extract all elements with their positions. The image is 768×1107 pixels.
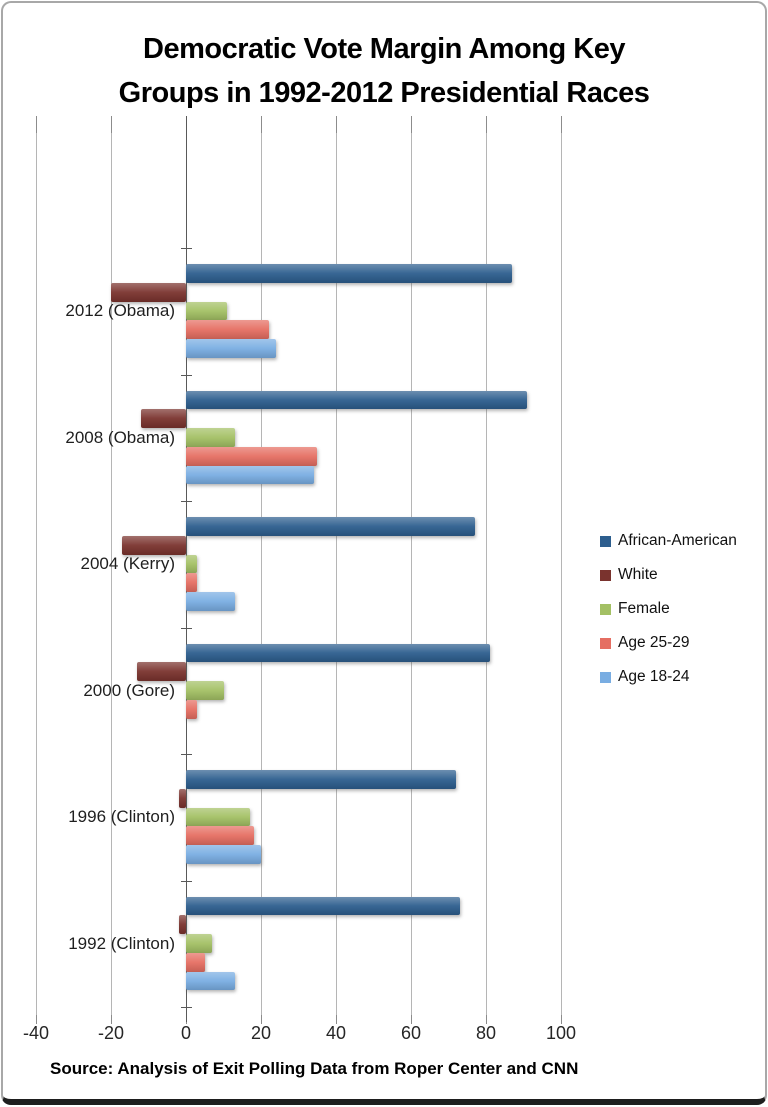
- bar-age-18-24-2008-obama: [186, 465, 314, 485]
- legend-item-white: White: [600, 558, 737, 592]
- bar-african-american-2008-obama: [186, 390, 528, 410]
- legend-label-female: Female: [618, 600, 670, 617]
- bar-african-american-2012-obama: [186, 264, 513, 283]
- bar-age-18-24-1996-clinton: [186, 845, 261, 864]
- legend-item-age-18-24: Age 18-24: [600, 660, 737, 694]
- chart-legend: African-American White Female Age 25-29 Age …: [600, 524, 737, 694]
- x-axis-tick-bottom--40: [35, 1015, 37, 1024]
- category-axis-tick: [180, 248, 192, 249]
- legend-label-age-25-29: Age 25-29: [618, 634, 690, 651]
- bar-white-2008-obama: [141, 409, 186, 429]
- category-label-2004-kerry: 2004 (Kerry): [80, 554, 175, 573]
- x-axis-label-0: 0: [180, 1023, 191, 1043]
- category-axis-tick: [180, 374, 192, 376]
- chart-title: Democratic Vote Margin Among Key Groups …: [3, 27, 765, 115]
- x-axis-tick-bottom-20: [260, 1015, 262, 1024]
- x-axis-label-40: 40: [325, 1023, 347, 1043]
- x-axis-tick-top--40: [35, 116, 37, 133]
- legend-swatch-age-25-29: [600, 637, 611, 649]
- bar-female-2008-obama: [186, 428, 235, 447]
- gridline-20: [260, 125, 262, 1015]
- x-axis-tick-bottom-60: [410, 1015, 412, 1024]
- x-axis-tick-bottom-80: [485, 1015, 487, 1024]
- x-axis-label-60: 60: [400, 1023, 422, 1043]
- x-axis-tick-bottom-100: [560, 1015, 562, 1024]
- x-axis-tick-bottom-40: [335, 1015, 337, 1024]
- category-label-1996-clinton: 1996 (Clinton): [68, 807, 175, 826]
- plot-area: [35, 116, 562, 1024]
- legend-swatch-female: [600, 603, 611, 615]
- bar-female-1992-clinton: [186, 934, 213, 953]
- x-axis-label-20: 20: [250, 1023, 272, 1043]
- x-axis-label-80: 80: [475, 1023, 497, 1043]
- bar-age-25-29-1992-clinton: [186, 952, 205, 972]
- category-label-2000-gore: 2000 (Gore): [83, 680, 175, 700]
- bar-female-2000-gore: [186, 681, 224, 700]
- bar-african-american-2004-kerry: [186, 517, 475, 536]
- bar-age-25-29-2000-gore: [186, 699, 198, 719]
- legend-item-african-american: African-American: [600, 524, 737, 558]
- category-label-2008-obama: 2008 (Obama): [65, 427, 175, 447]
- category-axis-tick: [180, 1007, 192, 1008]
- legend-item-age-25-29: Age 25-29: [600, 626, 737, 660]
- category-label-1992-clinton: 1992 (Clinton): [68, 933, 175, 953]
- bar-white-2012-obama: [111, 282, 186, 302]
- legend-swatch-african-american: [600, 535, 611, 547]
- x-axis-tick-top-20: [260, 116, 262, 133]
- x-axis-label--40: -40: [22, 1023, 49, 1043]
- bar-african-american-1992-clinton: [186, 896, 460, 916]
- gridline-40: [335, 125, 337, 1015]
- legend-item-female: Female: [600, 592, 737, 626]
- category-axis-tick: [180, 627, 192, 629]
- bar-female-2004-kerry: [186, 554, 198, 574]
- x-axis-tick-top--20: [110, 116, 112, 133]
- category-axis-tick: [180, 880, 192, 882]
- category-axis-tick: [180, 501, 192, 502]
- bar-age-25-29-2012-obama: [186, 320, 269, 340]
- x-axis-tick-bottom--20: [110, 1015, 112, 1024]
- x-axis-tick-top-80: [485, 116, 487, 133]
- gridline-60: [410, 125, 412, 1015]
- bar-age-25-29-2008-obama: [186, 446, 318, 466]
- bar-female-2012-obama: [186, 301, 228, 321]
- gridline-80: [485, 125, 487, 1015]
- bar-african-american-2000-gore: [186, 643, 490, 663]
- bar-white-1992-clinton: [178, 915, 186, 935]
- bar-white-2004-kerry: [122, 535, 186, 555]
- bar-age-25-29-2004-kerry: [186, 573, 198, 593]
- category-label-2012-obama: 2012 (Obama): [65, 301, 175, 320]
- x-axis-tick-top-40: [335, 116, 337, 133]
- gridline-100: [560, 125, 562, 1015]
- x-axis-tick-top-100: [560, 116, 562, 133]
- chart-title-line1: Democratic Vote Margin Among Key: [143, 33, 625, 65]
- gridline--40: [35, 125, 37, 1015]
- bar-female-1996-clinton: [186, 807, 250, 827]
- bar-age-18-24-2004-kerry: [186, 592, 235, 611]
- legend-label-white: White: [618, 566, 658, 583]
- category-axis-tick: [180, 754, 192, 755]
- legend-label-age-18-24: Age 18-24: [618, 668, 690, 685]
- x-axis-tick-top-60: [410, 116, 412, 133]
- bar-white-2000-gore: [137, 662, 186, 682]
- bar-age-18-24-2012-obama: [186, 339, 276, 358]
- x-axis-label--20: -20: [97, 1023, 124, 1043]
- legend-swatch-age-18-24: [600, 671, 611, 683]
- bar-age-25-29-1996-clinton: [186, 826, 254, 846]
- source-note: Source: Analysis of Exit Polling Data fr…: [50, 1059, 579, 1078]
- chart-title-line2: Groups in 1992-2012 Presidential Races: [118, 77, 650, 109]
- bar-african-american-1996-clinton: [186, 770, 456, 789]
- legend-swatch-white: [600, 569, 611, 581]
- x-axis-label-100: 100: [545, 1023, 577, 1043]
- legend-label-african-american: African-American: [618, 532, 737, 549]
- bar-age-18-24-1992-clinton: [186, 971, 235, 991]
- bar-white-1996-clinton: [178, 788, 186, 808]
- gridline--20: [110, 125, 112, 1015]
